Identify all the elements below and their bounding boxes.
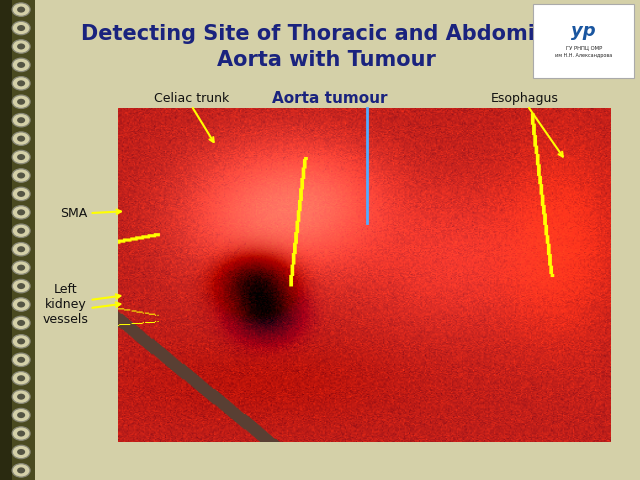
Circle shape <box>12 279 30 293</box>
Circle shape <box>17 338 25 345</box>
Circle shape <box>17 449 25 455</box>
Circle shape <box>12 187 30 201</box>
Circle shape <box>17 25 25 31</box>
Circle shape <box>12 58 30 72</box>
Circle shape <box>12 40 30 53</box>
Circle shape <box>17 62 25 68</box>
Circle shape <box>17 7 25 12</box>
Circle shape <box>17 320 25 326</box>
Circle shape <box>17 209 25 216</box>
Circle shape <box>17 117 25 123</box>
Text: Esophagus: Esophagus <box>491 92 559 105</box>
Text: SMA: SMA <box>60 207 87 220</box>
Circle shape <box>12 445 30 459</box>
Circle shape <box>12 242 30 256</box>
Circle shape <box>17 468 25 473</box>
Text: Detecting Site of Thoracic and Abdominal: Detecting Site of Thoracic and Abdominal <box>81 24 572 44</box>
Text: Left
kidney
vessels: Left kidney vessels <box>43 283 89 326</box>
Circle shape <box>12 390 30 403</box>
Circle shape <box>12 21 30 35</box>
Circle shape <box>17 431 25 437</box>
Text: Celiac trunk: Celiac trunk <box>154 92 230 105</box>
Circle shape <box>12 372 30 385</box>
Circle shape <box>17 412 25 418</box>
Text: им Н.Н. Александрова: им Н.Н. Александрова <box>555 53 612 58</box>
Circle shape <box>12 150 30 164</box>
Circle shape <box>17 394 25 400</box>
Circle shape <box>12 113 30 127</box>
Text: Aorta tumour: Aorta tumour <box>272 91 387 106</box>
Circle shape <box>12 95 30 108</box>
Text: Aorta with Tumour: Aorta with Tumour <box>217 50 436 70</box>
Circle shape <box>17 301 25 308</box>
Circle shape <box>12 353 30 367</box>
Circle shape <box>12 464 30 477</box>
Circle shape <box>17 154 25 160</box>
Circle shape <box>12 316 30 330</box>
Circle shape <box>12 169 30 182</box>
Circle shape <box>17 228 25 234</box>
Circle shape <box>17 375 25 381</box>
Circle shape <box>12 335 30 348</box>
Circle shape <box>12 427 30 440</box>
Circle shape <box>17 264 25 271</box>
Text: уp: уp <box>572 22 596 40</box>
Circle shape <box>17 357 25 363</box>
Circle shape <box>17 136 25 142</box>
Circle shape <box>17 172 25 179</box>
Circle shape <box>12 3 30 16</box>
Circle shape <box>12 298 30 311</box>
Bar <box>0 0 35 480</box>
Circle shape <box>17 99 25 105</box>
Circle shape <box>17 80 25 86</box>
Circle shape <box>12 408 30 422</box>
Circle shape <box>17 246 25 252</box>
Circle shape <box>12 132 30 145</box>
Circle shape <box>17 283 25 289</box>
Circle shape <box>17 191 25 197</box>
Text: ГУ РНПЦ ОМР: ГУ РНПЦ ОМР <box>566 46 602 50</box>
Circle shape <box>12 77 30 90</box>
Circle shape <box>17 44 25 49</box>
Circle shape <box>12 224 30 238</box>
Circle shape <box>12 205 30 219</box>
Circle shape <box>12 261 30 275</box>
Bar <box>533 4 634 78</box>
Bar <box>0 0 12 480</box>
